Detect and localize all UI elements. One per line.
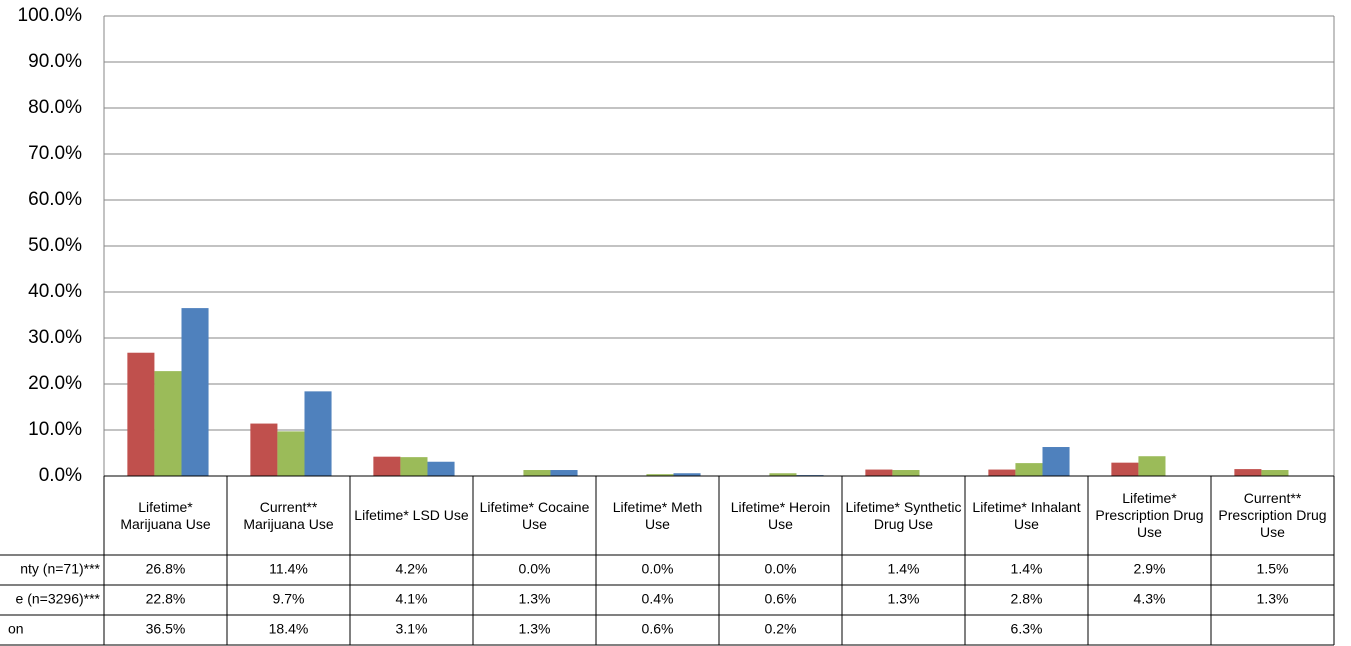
data-label: 1.3% bbox=[888, 591, 920, 607]
data-label: 2.8% bbox=[1011, 591, 1043, 607]
data-label: 0.2% bbox=[765, 621, 797, 637]
data-label: 1.4% bbox=[1011, 561, 1043, 577]
x-tick-label: Current** Prescription Drug Use bbox=[1218, 490, 1327, 540]
bar bbox=[400, 457, 428, 476]
x-tick-label: Lifetime* Cocaine Use bbox=[479, 498, 590, 532]
x-tick-label: Lifetime* Meth Use bbox=[612, 498, 703, 532]
x-tick-label: Lifetime* Prescription Drug Use bbox=[1095, 490, 1204, 540]
data-label: 4.2% bbox=[396, 561, 428, 577]
bar bbox=[892, 470, 920, 476]
data-label: 3.1% bbox=[396, 621, 428, 637]
bar bbox=[1261, 470, 1289, 476]
data-label: 2.9% bbox=[1134, 561, 1166, 577]
data-label: 1.5% bbox=[1257, 561, 1289, 577]
y-tick-label: 100.0% bbox=[18, 5, 83, 26]
y-tick-label: 0.0% bbox=[39, 465, 82, 486]
data-label: 1.3% bbox=[519, 591, 551, 607]
data-label: 0.6% bbox=[642, 621, 674, 637]
category-cell: Lifetime* Synthetic Drug Use bbox=[845, 498, 962, 532]
bar bbox=[181, 308, 209, 476]
bar bbox=[277, 431, 305, 476]
bar bbox=[1015, 463, 1043, 476]
bar bbox=[154, 371, 182, 476]
x-tick-label: Lifetime* Synthetic Drug Use bbox=[845, 498, 962, 532]
category-cell: Lifetime* Heroin Use bbox=[730, 498, 831, 532]
bar bbox=[127, 352, 155, 476]
data-label: 0.6% bbox=[765, 591, 797, 607]
x-tick-label: Lifetime* Heroin Use bbox=[730, 498, 831, 532]
y-tick-label: 40.0% bbox=[28, 281, 82, 302]
data-label: 0.4% bbox=[642, 591, 674, 607]
x-tick-label: Current** Marijuana Use bbox=[243, 498, 334, 532]
bar bbox=[373, 456, 401, 476]
y-tick-label: 90.0% bbox=[28, 51, 82, 72]
y-tick-label: 80.0% bbox=[28, 97, 82, 118]
bar bbox=[250, 423, 278, 476]
bar bbox=[1138, 456, 1166, 476]
data-label: 11.4% bbox=[269, 561, 308, 577]
category-cell: Lifetime* Prescription Drug Use bbox=[1095, 490, 1204, 540]
data-label: 0.0% bbox=[765, 561, 797, 577]
x-tick-label: Lifetime* Inhalant Use bbox=[972, 498, 1081, 532]
bar bbox=[427, 461, 455, 476]
data-label: 22.8% bbox=[146, 591, 186, 607]
data-label: 0.0% bbox=[642, 561, 674, 577]
category-cell: Current** Prescription Drug Use bbox=[1218, 490, 1327, 540]
legend-entry: nty (n=71)*** bbox=[20, 561, 100, 577]
bar bbox=[673, 473, 701, 476]
data-label: 26.8% bbox=[146, 561, 186, 577]
category-cell: Lifetime* Marijuana Use bbox=[120, 498, 211, 532]
category-cell: Lifetime* LSD Use bbox=[354, 507, 469, 523]
data-label: 18.4% bbox=[269, 621, 309, 637]
category-cell: Current** Marijuana Use bbox=[243, 498, 334, 532]
y-tick-label: 10.0% bbox=[28, 419, 82, 440]
legend-entry: e (n=3296)*** bbox=[16, 591, 101, 607]
data-label: 1.4% bbox=[888, 561, 920, 577]
category-cell: Lifetime* Inhalant Use bbox=[972, 498, 1081, 532]
bar bbox=[865, 469, 893, 476]
bar bbox=[1111, 462, 1139, 476]
bar bbox=[550, 470, 578, 476]
bar bbox=[304, 391, 332, 476]
category-cell: Lifetime* Meth Use bbox=[612, 498, 703, 532]
y-tick-label: 20.0% bbox=[28, 373, 82, 394]
bar bbox=[646, 474, 674, 476]
y-tick-label: 70.0% bbox=[28, 143, 82, 164]
bar bbox=[769, 473, 797, 476]
data-label: 4.3% bbox=[1134, 591, 1166, 607]
bar bbox=[1234, 469, 1262, 476]
x-tick-label: Lifetime* LSD Use bbox=[354, 507, 469, 523]
y-tick-label: 50.0% bbox=[28, 235, 82, 256]
x-tick-label: Lifetime* Marijuana Use bbox=[120, 498, 211, 532]
bar bbox=[1042, 447, 1070, 476]
data-label: 6.3% bbox=[1011, 621, 1043, 637]
data-label: 0.0% bbox=[519, 561, 551, 577]
data-label: 1.3% bbox=[519, 621, 551, 637]
data-label: 1.3% bbox=[1257, 591, 1289, 607]
data-label: 36.5% bbox=[146, 621, 186, 637]
y-tick-label: 30.0% bbox=[28, 327, 82, 348]
data-label: 9.7% bbox=[273, 591, 305, 607]
bar bbox=[523, 470, 551, 476]
legend-entry: on bbox=[8, 621, 24, 637]
y-tick-label: 60.0% bbox=[28, 189, 82, 210]
category-cell: Lifetime* Cocaine Use bbox=[479, 498, 590, 532]
data-label: 4.1% bbox=[396, 591, 428, 607]
bar bbox=[988, 469, 1016, 476]
